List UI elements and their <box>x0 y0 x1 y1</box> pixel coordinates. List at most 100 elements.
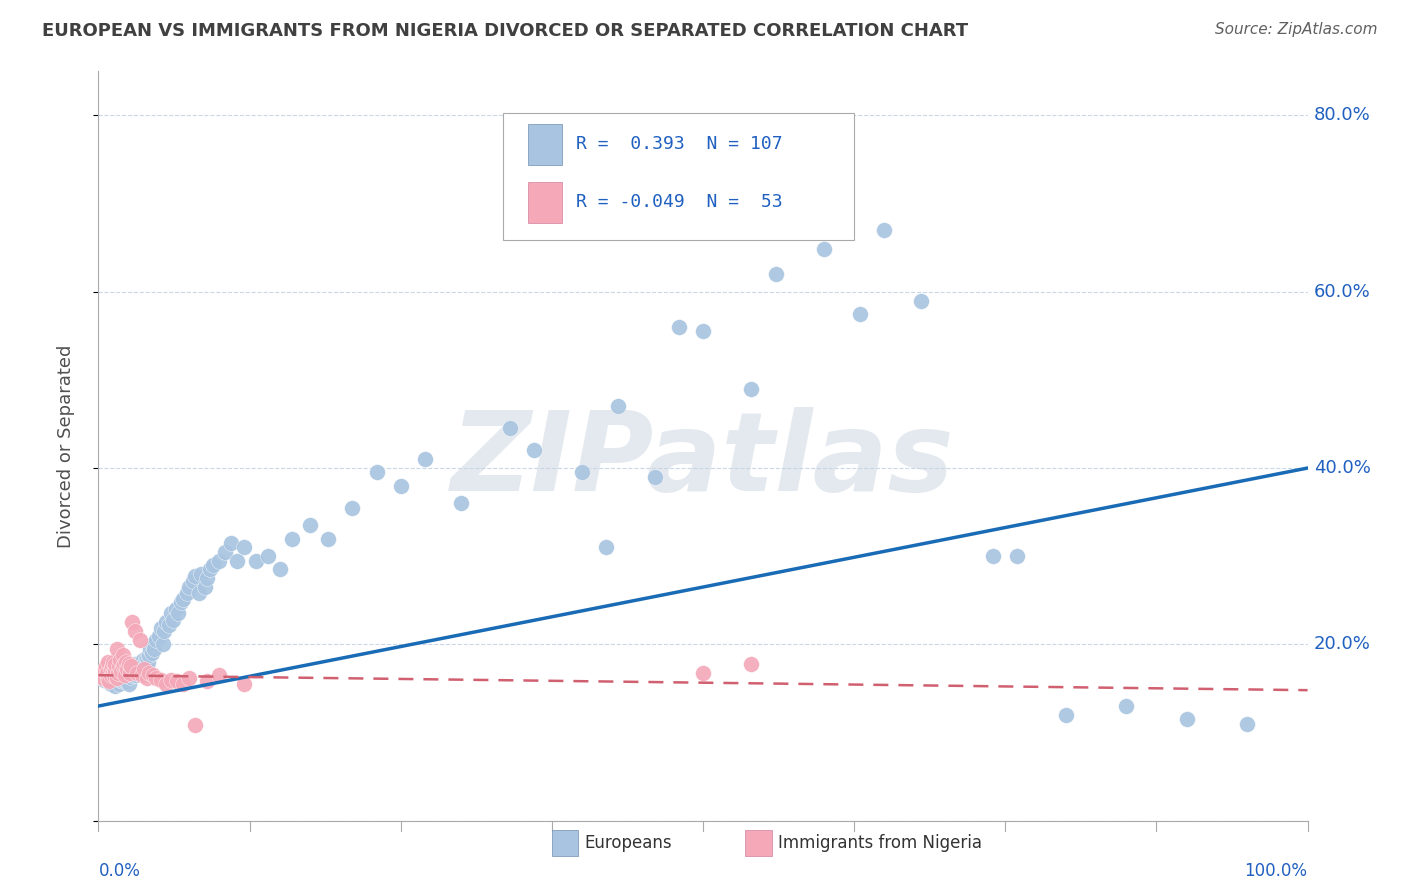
Text: Immigrants from Nigeria: Immigrants from Nigeria <box>778 834 981 852</box>
Point <box>114 664 136 678</box>
FancyBboxPatch shape <box>551 830 578 855</box>
Point <box>1115 699 1137 714</box>
Point <box>155 677 177 691</box>
Point <box>118 677 141 691</box>
Point <box>141 646 163 660</box>
Point <box>104 679 127 693</box>
Point <box>108 677 131 691</box>
Point <box>105 641 128 656</box>
Point <box>135 671 157 685</box>
Point <box>110 664 132 678</box>
Point <box>167 607 190 621</box>
Point <box>187 586 209 600</box>
Point <box>765 267 787 281</box>
Point <box>176 586 198 600</box>
Point <box>107 670 129 684</box>
Point <box>150 673 173 687</box>
Point <box>97 673 120 687</box>
Point <box>195 674 218 689</box>
Point <box>118 657 141 671</box>
Point <box>105 671 128 685</box>
Point <box>155 615 177 630</box>
Point <box>152 637 174 651</box>
Point <box>114 668 136 682</box>
Point <box>194 580 217 594</box>
Point <box>160 607 183 621</box>
Point <box>120 659 142 673</box>
Point <box>281 532 304 546</box>
Point <box>135 659 157 673</box>
Point <box>269 562 291 576</box>
Point <box>135 652 157 666</box>
Text: 80.0%: 80.0% <box>1313 106 1371 125</box>
Point <box>172 677 194 691</box>
Point <box>342 500 364 515</box>
Point <box>145 671 167 685</box>
Point <box>124 624 146 639</box>
Point <box>114 670 136 684</box>
Point <box>125 668 148 682</box>
Point <box>111 668 134 682</box>
Point <box>316 532 339 546</box>
Point <box>134 662 156 676</box>
Point <box>644 470 666 484</box>
Text: 0.0%: 0.0% <box>98 862 141 880</box>
Point <box>232 541 254 555</box>
Point <box>142 637 165 651</box>
Point <box>122 659 145 673</box>
Point <box>208 553 231 567</box>
Point <box>108 659 131 673</box>
Point <box>595 541 617 555</box>
Point <box>143 641 166 656</box>
Point <box>101 655 124 669</box>
Point <box>127 665 149 680</box>
Point <box>169 595 191 609</box>
Point <box>94 659 117 673</box>
Point <box>103 675 125 690</box>
Point <box>165 602 187 616</box>
Point <box>105 668 128 682</box>
Point <box>118 665 141 680</box>
Point <box>111 659 134 673</box>
Point <box>145 632 167 647</box>
Point <box>115 674 138 689</box>
Point <box>150 622 173 636</box>
Point <box>179 580 201 594</box>
Point <box>190 566 212 581</box>
Point <box>498 421 520 435</box>
Point <box>607 400 630 414</box>
Point <box>93 673 115 687</box>
Point <box>98 674 121 689</box>
Point <box>184 568 207 582</box>
Point <box>118 670 141 684</box>
Point <box>103 668 125 682</box>
Point <box>100 662 122 676</box>
Point <box>523 443 546 458</box>
Point <box>138 665 160 680</box>
Point <box>202 558 225 572</box>
Point <box>195 571 218 585</box>
Point <box>740 382 762 396</box>
Point <box>120 664 142 678</box>
Point <box>1054 707 1077 722</box>
Point <box>157 618 180 632</box>
Point <box>127 662 149 676</box>
Point <box>179 671 201 685</box>
Point <box>256 549 278 564</box>
Point <box>413 452 436 467</box>
Point <box>142 668 165 682</box>
Point <box>668 320 690 334</box>
Point <box>226 553 249 567</box>
Point <box>131 668 153 682</box>
Point <box>221 536 243 550</box>
Point <box>124 657 146 671</box>
Point <box>104 664 127 678</box>
Point <box>232 677 254 691</box>
Point <box>100 668 122 682</box>
Point <box>366 466 388 480</box>
Point <box>97 674 120 689</box>
Text: 60.0%: 60.0% <box>1313 283 1371 301</box>
Point <box>100 677 122 691</box>
Point <box>1007 549 1029 564</box>
Point <box>97 655 120 669</box>
